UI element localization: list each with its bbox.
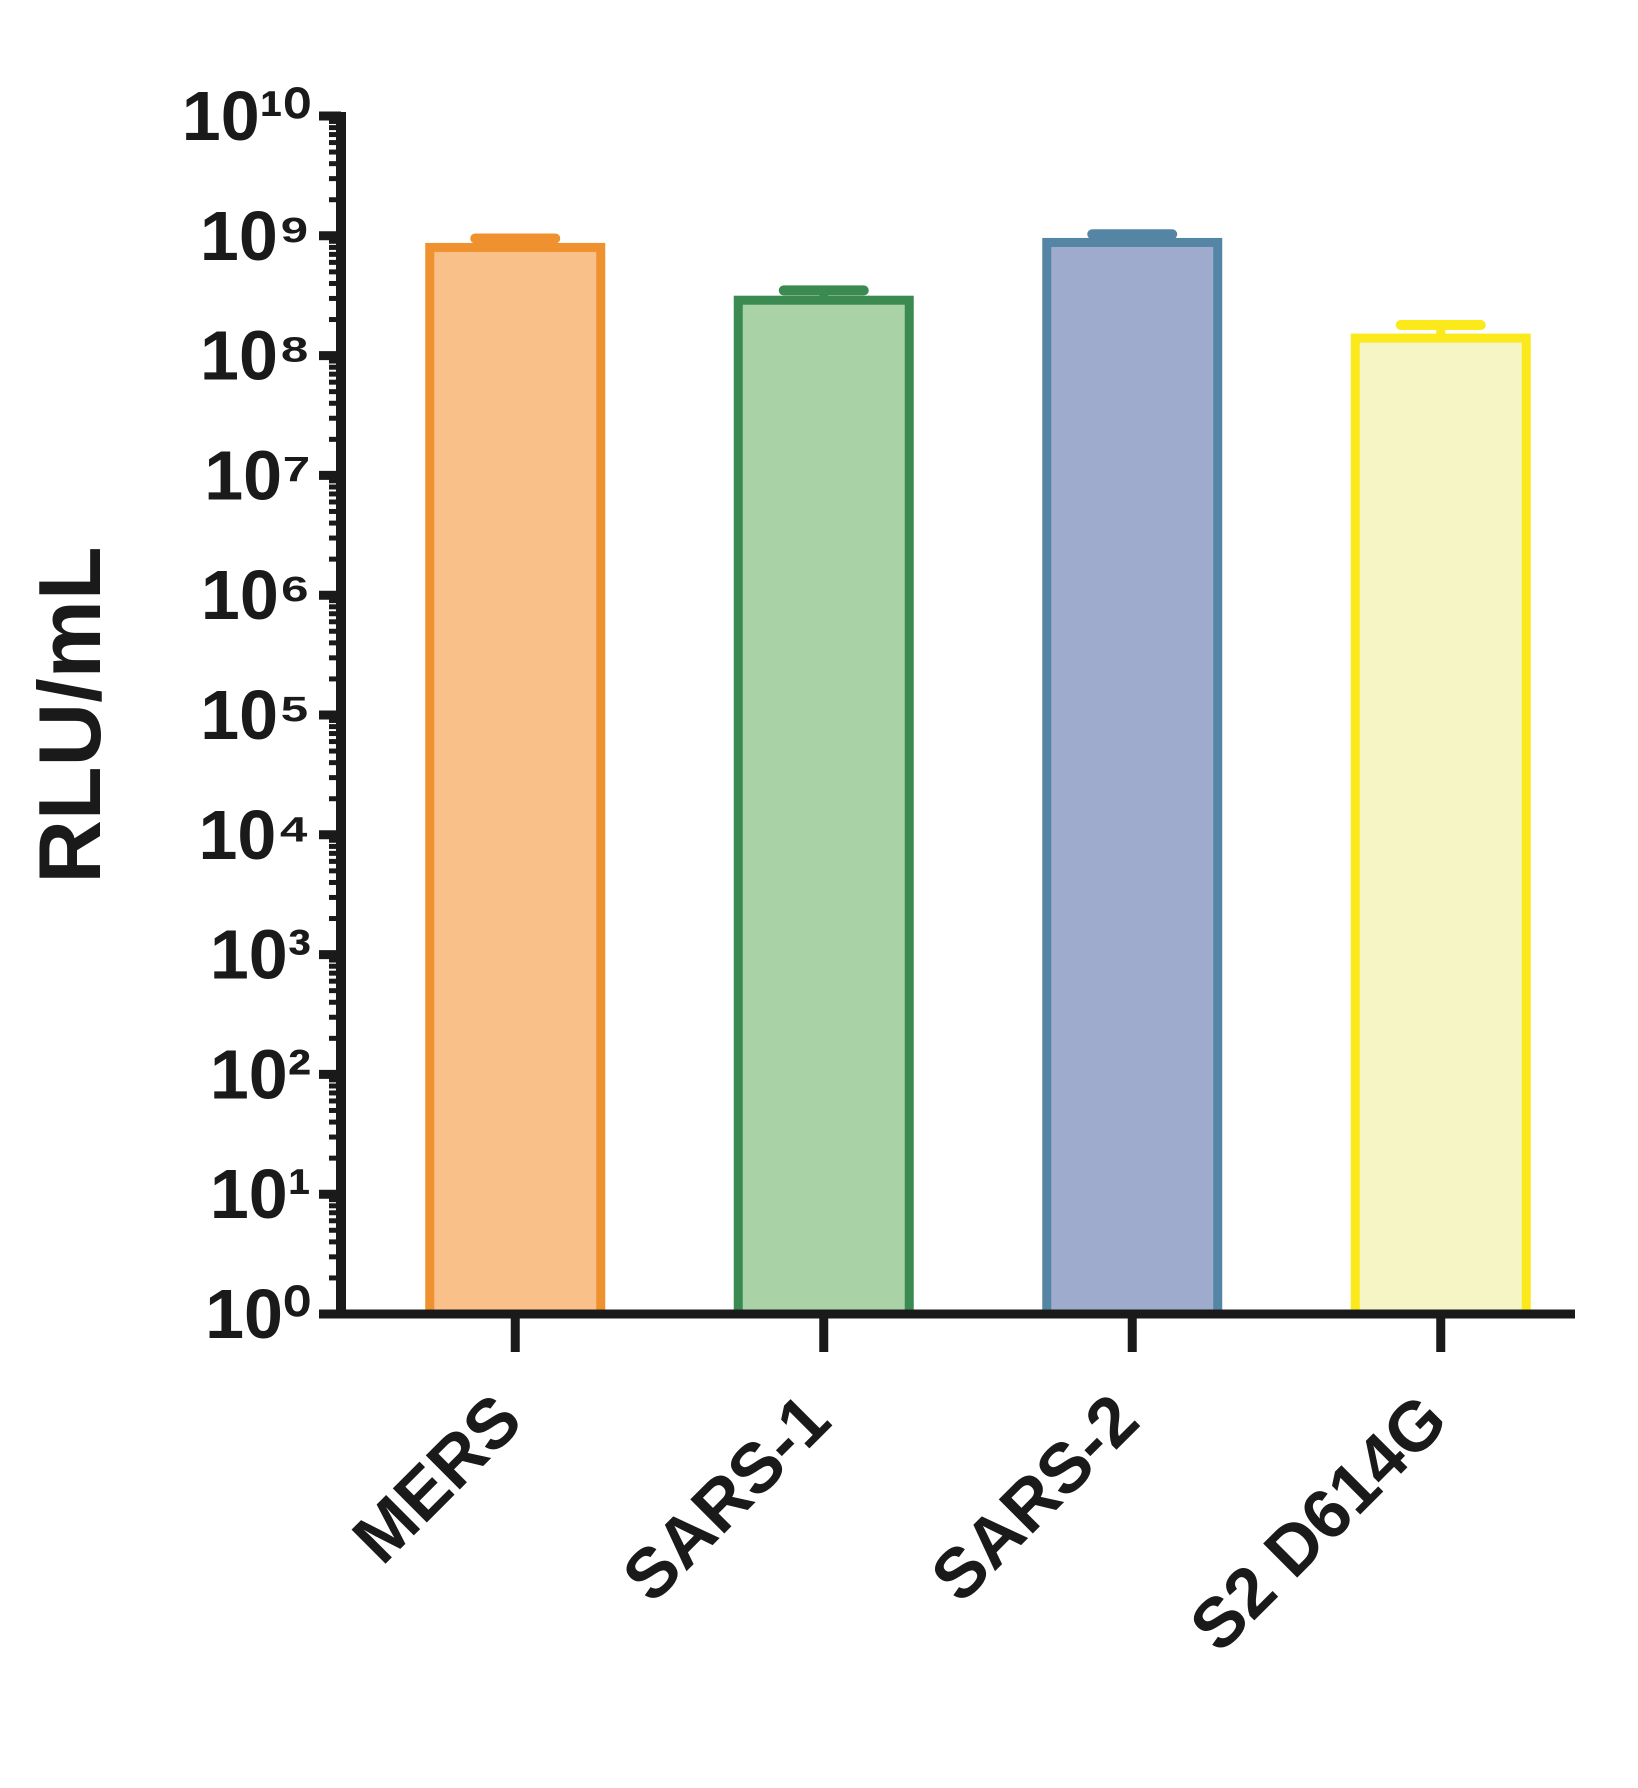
bar — [1350, 333, 1531, 1319]
bar — [425, 242, 606, 1319]
y-tick-label: 10⁵ — [200, 676, 311, 754]
x-tick-label: SARS-1 — [608, 1379, 845, 1616]
y-tick-label: 10² — [210, 1035, 311, 1113]
y-tick-label: 10⁴ — [199, 796, 312, 874]
y-tick-label: 10³ — [210, 916, 311, 994]
y-tick-label: 10¹⁰ — [182, 77, 311, 155]
x-tick-label: SARS-2 — [916, 1379, 1153, 1616]
y-tick-label: 10⁶ — [201, 556, 311, 634]
x-tick-label: S2 D614G — [1175, 1379, 1461, 1665]
y-axis-label: RLU/mL — [20, 546, 119, 883]
y-tick-label: 10⁹ — [200, 197, 311, 275]
y-tick-label: 10⁰ — [205, 1275, 311, 1353]
y-tick-label: 10⁷ — [204, 436, 311, 514]
y-tick-label: 10¹ — [210, 1155, 311, 1233]
y-tick-label: 10⁸ — [200, 317, 311, 395]
x-tick-label: MERS — [338, 1379, 536, 1577]
bar — [733, 295, 914, 1319]
bar — [1042, 237, 1223, 1319]
